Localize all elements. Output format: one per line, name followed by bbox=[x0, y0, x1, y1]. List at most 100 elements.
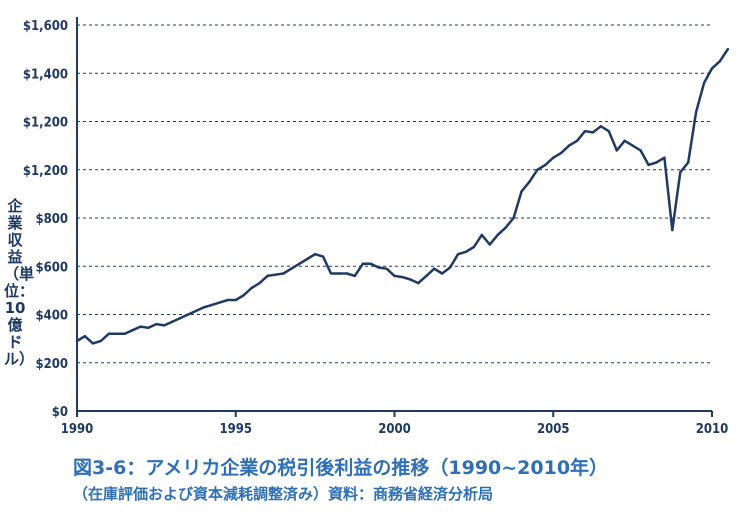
y-tick-label: $200 bbox=[35, 357, 68, 372]
data-point bbox=[337, 272, 341, 275]
data-point bbox=[401, 275, 404, 279]
data-point bbox=[321, 255, 325, 258]
data-point bbox=[305, 257, 309, 261]
data-point bbox=[710, 67, 714, 70]
data-point bbox=[615, 149, 618, 152]
data-point bbox=[313, 252, 317, 256]
data-point bbox=[75, 339, 79, 343]
x-tick-label: 1995 bbox=[219, 422, 252, 437]
data-point bbox=[432, 267, 436, 270]
data-point bbox=[718, 59, 722, 63]
data-point bbox=[91, 342, 95, 345]
data-point bbox=[472, 245, 476, 249]
y-axis-label: 企業収益（単位：10億ドル） bbox=[4, 197, 35, 368]
data-point bbox=[464, 250, 468, 253]
y-tick-label: $800 bbox=[35, 212, 68, 227]
x-axis: 1990 1995 2000 2005 2010 bbox=[61, 411, 729, 437]
data-point bbox=[607, 129, 611, 133]
data-point bbox=[702, 81, 706, 85]
data-point bbox=[512, 216, 515, 220]
data-point bbox=[671, 228, 674, 232]
data-point bbox=[385, 267, 388, 270]
data-point bbox=[544, 163, 547, 167]
data-point bbox=[647, 163, 650, 167]
data-point bbox=[210, 303, 214, 307]
y-tick-label: $1,600 bbox=[23, 19, 68, 34]
data-point bbox=[694, 110, 698, 114]
data-point bbox=[282, 272, 285, 275]
y-tick-label: $0 bbox=[52, 405, 68, 420]
data-point bbox=[623, 139, 626, 142]
data-point bbox=[639, 149, 642, 152]
data-point bbox=[377, 266, 380, 269]
data-point bbox=[591, 131, 595, 134]
x-tick-label: 2005 bbox=[537, 422, 570, 437]
data-point bbox=[480, 233, 484, 237]
y-tick-label: $1,400 bbox=[23, 67, 68, 82]
series-group bbox=[75, 47, 730, 345]
data-point bbox=[440, 272, 444, 275]
data-point bbox=[226, 298, 230, 302]
data-point bbox=[417, 281, 420, 285]
data-point bbox=[345, 272, 349, 275]
data-point bbox=[234, 298, 237, 302]
data-point bbox=[131, 328, 134, 332]
data-point bbox=[139, 325, 142, 328]
data-point bbox=[99, 339, 103, 343]
data-point bbox=[266, 274, 269, 278]
data-point bbox=[567, 144, 571, 147]
y-tick-label: $1,200 bbox=[23, 116, 68, 131]
data-point bbox=[147, 326, 150, 329]
data-point bbox=[686, 161, 690, 164]
data-point bbox=[83, 335, 87, 338]
data-point bbox=[583, 129, 587, 133]
data-point bbox=[194, 309, 198, 313]
data-point bbox=[488, 243, 491, 246]
data-point bbox=[298, 262, 301, 266]
data-point bbox=[186, 313, 190, 316]
data-point bbox=[536, 168, 539, 171]
data-point bbox=[552, 156, 555, 159]
data-point bbox=[361, 262, 364, 266]
data-point bbox=[290, 267, 293, 270]
data-point bbox=[258, 281, 261, 285]
x-tick-label: 1990 bbox=[61, 422, 94, 437]
data-point bbox=[409, 278, 412, 281]
data-point bbox=[242, 294, 245, 297]
x-tick-label: 2000 bbox=[378, 422, 411, 437]
data-point bbox=[559, 151, 563, 155]
data-point bbox=[575, 139, 579, 142]
data-point bbox=[202, 306, 206, 309]
series-line bbox=[76, 48, 729, 345]
y-tick-label: $600 bbox=[35, 260, 68, 275]
data-point bbox=[163, 324, 166, 327]
y-axis: $0 $200 $400 $600 $800 $1,200 $1,200 $1,400 $1,6… bbox=[23, 19, 68, 420]
data-point bbox=[369, 262, 372, 266]
data-point bbox=[631, 144, 634, 147]
x-tick-label: 2010 bbox=[696, 422, 729, 437]
data-point bbox=[496, 233, 499, 237]
data-point bbox=[528, 180, 531, 184]
data-point bbox=[123, 332, 126, 335]
data-point bbox=[329, 272, 333, 275]
data-point bbox=[504, 226, 507, 229]
data-point bbox=[155, 322, 158, 326]
data-point bbox=[274, 273, 277, 276]
data-point bbox=[178, 316, 182, 320]
data-point bbox=[115, 332, 118, 335]
data-point bbox=[393, 274, 396, 278]
data-point bbox=[353, 274, 357, 278]
data-point bbox=[250, 286, 253, 290]
chart: $0 $200 $400 $600 $800 $1,200 $1,200 $1,400 $1,6… bbox=[23, 17, 730, 437]
data-point bbox=[599, 125, 603, 128]
data-point bbox=[520, 190, 523, 193]
data-point bbox=[171, 320, 174, 323]
chart-subtitle: （在庫評価および資本減耗調整済み）資料：商務省経済分析局 bbox=[73, 485, 494, 503]
data-point bbox=[425, 274, 428, 278]
y-tick-label: $1,200 bbox=[23, 164, 68, 179]
y-tick-label: $400 bbox=[35, 309, 68, 324]
data-point bbox=[107, 332, 110, 335]
data-point bbox=[448, 266, 452, 269]
data-point bbox=[655, 161, 658, 164]
data-point bbox=[218, 301, 222, 304]
